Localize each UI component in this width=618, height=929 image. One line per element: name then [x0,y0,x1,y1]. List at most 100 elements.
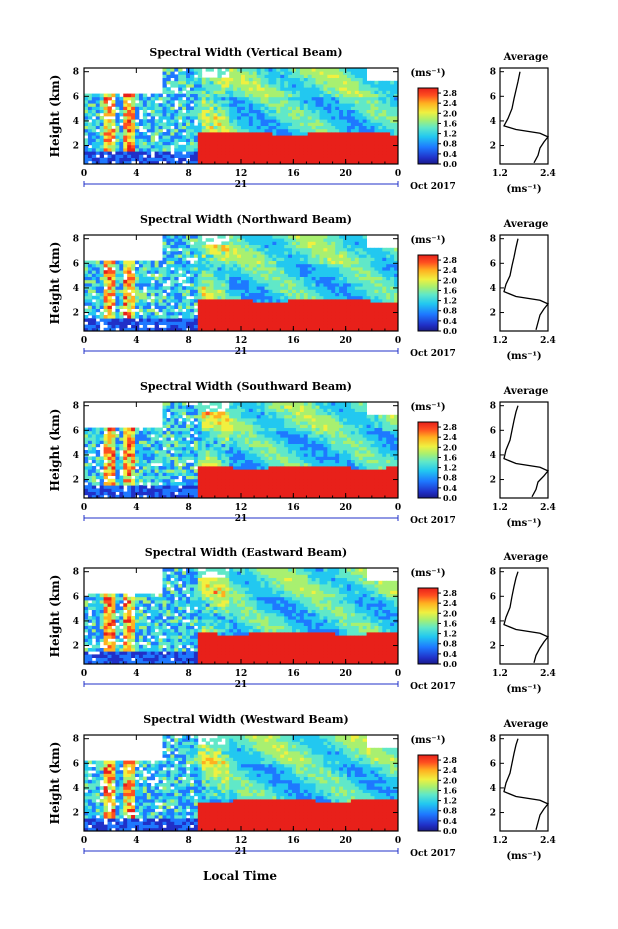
heatmap-cell [241,80,246,85]
heatmap-cell [178,109,183,114]
heatmap-cell [264,132,269,136]
heatmap-cell [370,135,375,139]
heatmap-cell [323,154,328,158]
heatmap-cell [150,321,156,325]
heatmap-cell [119,141,124,146]
heatmap-cell [382,128,387,133]
heatmap-cell [307,160,313,165]
heatmap-cell [87,466,93,470]
heatmap-cell [174,289,179,293]
heatmap-cell [99,427,105,432]
heatmap-cell [358,318,364,322]
heatmap-cell [386,318,391,322]
heatmap-cell [280,109,285,114]
heatmap-cell [323,321,328,325]
heatmap-cell [370,283,375,287]
heatmap-cell [319,311,324,316]
heatmap-cell [315,302,320,306]
heatmap-cell [339,138,344,142]
heatmap-cell [201,308,207,313]
heatmap-cell [382,148,387,152]
heatmap-cell [370,286,375,290]
heatmap-cell [119,327,124,332]
heatmap-cell [244,286,250,290]
heatmap-cell [378,154,383,158]
heatmap-cell [390,154,395,158]
heatmap-cell [358,151,364,155]
heatmap-cell [158,270,163,274]
heatmap-cell [288,128,293,133]
heatmap-cell [241,289,246,293]
heatmap-cell [362,254,367,258]
heatmap-cell [170,311,175,316]
heatmap-cell [307,90,313,94]
heatmap-cell [327,109,332,114]
heatmap-cell [170,247,175,252]
heatmap-cell [295,251,301,255]
heatmap-cell [288,318,293,322]
heatmap-cell [170,318,175,322]
heatmap-cell [95,299,101,303]
heatmap-cell [292,263,297,268]
heatmap-cell [295,160,301,165]
heatmap-cell [150,122,156,126]
heatmap-cell [374,132,379,136]
heatmap-cell [91,456,97,460]
heatmap-cell [99,299,105,303]
colorbar-tick-label: 2.4 [443,265,457,275]
heatmap-cell [229,96,234,101]
heatmap-cell [91,100,97,104]
heatmap-cell [107,267,112,271]
heatmap-cell [241,157,246,162]
heatmap-cell [374,106,379,110]
heatmap-cell [272,106,277,110]
heatmap-cell [233,125,238,130]
heatmap-cell [343,77,348,82]
heatmap-cell [205,103,210,107]
heatmap-cell [323,235,328,239]
heatmap-cell [307,263,313,268]
heatmap-cell [382,302,387,306]
heatmap-cell [166,125,171,130]
heatmap-cell [178,74,183,78]
heatmap-cell [237,112,242,117]
heatmap-cell [115,112,120,117]
heatmap-cell [248,125,254,130]
heatmap-cell [307,128,313,133]
heatmap-cell [193,263,199,268]
heatmap-cell [346,109,352,114]
heatmap-cell [162,430,167,435]
heatmap-cell [327,254,332,258]
heatmap-cell [335,286,340,290]
heatmap-cell [260,263,265,268]
heatmap-cell [244,90,250,94]
heatmap-cell [146,135,152,139]
heatmap-cell [123,141,128,146]
heatmap-cell [327,321,332,325]
heatmap-cell [386,260,391,265]
heatmap-cell [362,299,367,303]
heatmap-cell [350,87,356,91]
heatmap-cell [276,244,281,249]
heatmap-cell [131,459,136,464]
heatmap-cell [166,424,171,428]
heatmap-cell [268,71,273,75]
heatmap-cell [288,112,293,117]
heatmap-cell [127,475,132,480]
heatmap-cell [225,141,230,146]
heatmap-cell [217,77,222,82]
heatmap-cell [295,122,301,126]
heatmap-cell [237,154,242,158]
heatmap-cell [197,279,203,284]
heatmap-cell [209,122,214,126]
heatmap-cell [272,263,277,268]
heatmap-cell [135,270,140,274]
heatmap-cell [272,87,277,91]
heatmap-cell [217,270,222,274]
heatmap-cell [374,138,379,142]
heatmap-cell [390,122,395,126]
heatmap-cell [229,308,234,313]
heatmap-cell [315,128,320,133]
heatmap-cell [335,132,340,136]
heatmap-cell [382,100,387,104]
